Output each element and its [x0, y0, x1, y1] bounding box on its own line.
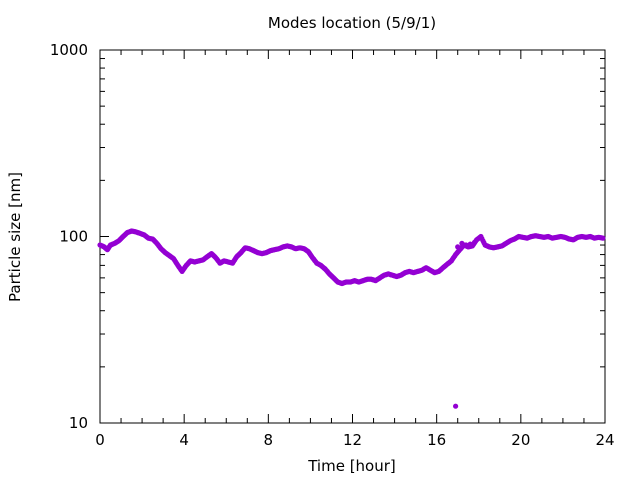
y-tick-label: 1000 [50, 41, 88, 59]
data-point [600, 235, 606, 241]
chart-title: Modes location (5/9/1) [268, 14, 436, 32]
y-axis-label: Particle size [nm] [6, 172, 24, 302]
data-point [459, 240, 465, 246]
data-point [471, 239, 478, 245]
data-point [463, 242, 469, 248]
y-tick-label: 10 [69, 414, 88, 432]
data-point [467, 241, 473, 247]
data-point [453, 403, 459, 409]
x-axis-label: Time [hour] [307, 457, 396, 475]
x-tick-label: 16 [427, 431, 446, 449]
x-tick-label: 12 [343, 431, 362, 449]
data-points [97, 228, 606, 409]
x-tick-label: 4 [179, 431, 189, 449]
axis-ticks [99, 49, 606, 424]
x-tick-label: 8 [264, 431, 274, 449]
x-tick-label: 24 [595, 431, 614, 449]
x-tick-label: 20 [511, 431, 530, 449]
x-tick-label: 0 [95, 431, 105, 449]
axis-tick-labels: 0 4 8 12 16 20 24 10 100 1000 [50, 41, 615, 449]
y-tick-label: 100 [59, 228, 88, 246]
data-point [455, 244, 461, 250]
